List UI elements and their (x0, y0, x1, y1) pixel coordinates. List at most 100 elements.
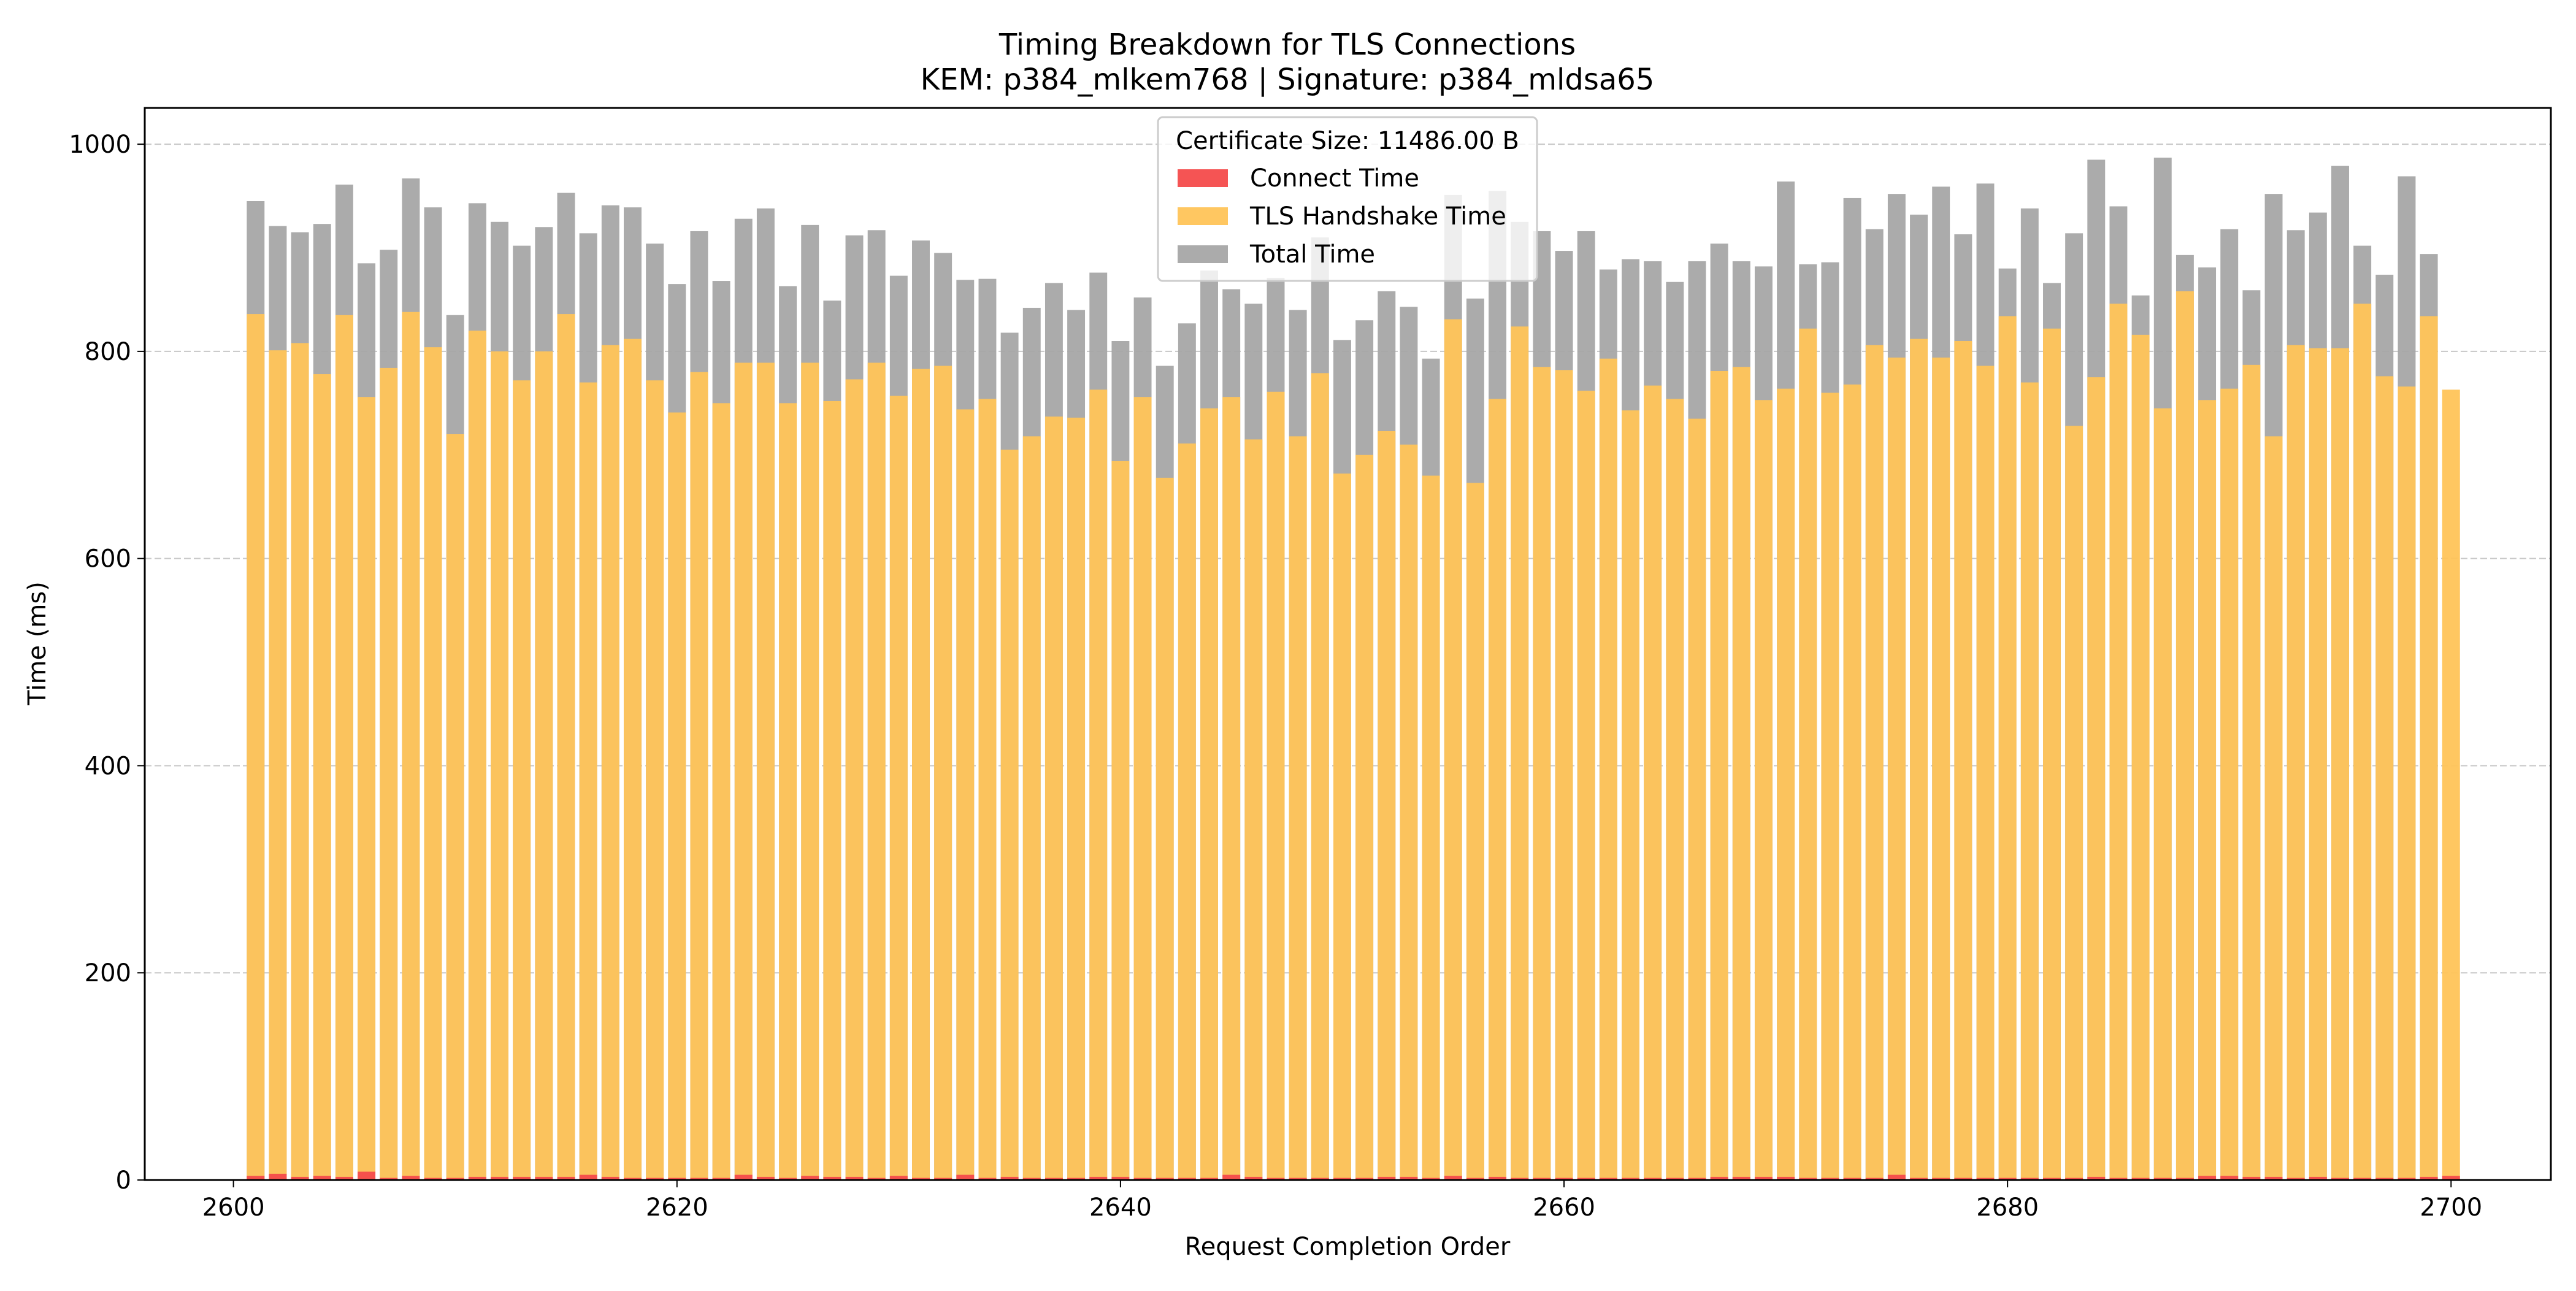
bar-tls-handshake-time (2153, 408, 2172, 1180)
bar-tls-handshake-time (335, 315, 353, 1180)
bar-connect-time (690, 1178, 708, 1180)
legend-label: TLS Handshake Time (1249, 202, 1506, 231)
bar-tls-handshake-time (1400, 444, 1418, 1180)
bar-tls-handshake-time (2131, 334, 2150, 1180)
bar-connect-time (1910, 1178, 1928, 1180)
bar-tls-handshake-time (1089, 389, 1108, 1180)
bar-connect-time (601, 1176, 619, 1180)
legend: Certificate Size: 11486.00 B Connect Tim… (1157, 116, 1538, 282)
bar-tls-handshake-time (1732, 367, 1750, 1181)
bar-connect-time (1710, 1176, 1728, 1180)
bar-tls-handshake-time (1244, 439, 1263, 1180)
bar-tls-handshake-time (1466, 483, 1484, 1180)
bar-connect-time (1998, 1178, 2017, 1180)
bar-tls-handshake-time (1267, 391, 1285, 1180)
bar-tls-handshake-time (867, 362, 886, 1180)
bar-connect-time (1111, 1176, 1130, 1180)
bar-tls-handshake-time (1156, 477, 1174, 1180)
y-tick-label: 800 (85, 338, 131, 366)
legend-label: Total Time (1249, 240, 1375, 269)
bar-connect-time (956, 1174, 975, 1180)
legend-title: Certificate Size: 11486.00 B (1176, 127, 1519, 155)
bar-tls-handshake-time (889, 396, 908, 1180)
bar-tls-handshake-time (1622, 410, 1639, 1181)
bar-tls-handshake-time (779, 403, 797, 1181)
bar-connect-time (1400, 1176, 1418, 1180)
bar-connect-time (623, 1178, 642, 1180)
x-tick-label: 2680 (1976, 1193, 2039, 1222)
bar-connect-time (1887, 1174, 1906, 1180)
bar-connect-time (1666, 1178, 1684, 1180)
bar-connect-time (2353, 1178, 2372, 1180)
bar-connect-time (535, 1176, 553, 1180)
bar-tls-handshake-time (2442, 389, 2460, 1180)
bar-tls-handshake-time (380, 367, 398, 1180)
bar-connect-time (291, 1176, 309, 1180)
bar-tls-handshake-time (1754, 400, 1773, 1181)
bar-tls-handshake-time (579, 382, 597, 1180)
bar-tls-handshake-time (1022, 436, 1041, 1180)
bar-tls-handshake-time (823, 400, 841, 1180)
bar-connect-time (579, 1174, 597, 1180)
bar-connect-time (1133, 1178, 1152, 1180)
bar-connect-time (1333, 1178, 1351, 1180)
bar-tls-handshake-time (978, 399, 997, 1180)
bar-connect-time (335, 1176, 353, 1180)
bar-tls-handshake-time (956, 409, 975, 1180)
bar-connect-time (2375, 1178, 2394, 1180)
bar-tls-handshake-time (1954, 341, 1972, 1180)
bar-tls-handshake-time (801, 362, 819, 1180)
bar-connect-time (889, 1176, 908, 1180)
bar-connect-time (646, 1178, 664, 1180)
bar-connect-time (1422, 1178, 1440, 1180)
legend-item-connect-time: Connect Time (1178, 164, 1419, 193)
bar-tls-handshake-time (1644, 385, 1662, 1180)
bar-connect-time (313, 1176, 331, 1180)
bar-connect-time (2442, 1176, 2460, 1180)
bar-tls-handshake-time (291, 343, 309, 1180)
bar-connect-time (468, 1176, 486, 1180)
bar-tls-handshake-time (446, 434, 464, 1180)
bar-connect-time (934, 1178, 953, 1180)
bar-connect-time (1622, 1178, 1639, 1180)
bar-tls-handshake-time (601, 345, 619, 1180)
bar-tls-handshake-time (1200, 408, 1218, 1180)
bar-tls-handshake-time (1289, 436, 1307, 1180)
bar-connect-time (1200, 1178, 1218, 1180)
bar-tls-handshake-time (491, 351, 508, 1180)
bar-connect-time (1444, 1176, 1462, 1180)
bar-connect-time (2087, 1176, 2106, 1180)
bar-connect-time (1777, 1176, 1795, 1180)
bar-connect-time (424, 1178, 442, 1180)
bar-tls-handshake-time (247, 314, 265, 1180)
series-tls-handshake-time (247, 291, 2460, 1181)
bar-tls-handshake-time (1489, 399, 1507, 1180)
bar-connect-time (823, 1176, 841, 1180)
x-tick-label: 2620 (646, 1193, 708, 1222)
bar-connect-time (1000, 1176, 1019, 1180)
bar-tls-handshake-time (1932, 358, 1950, 1180)
bar-connect-time (1067, 1178, 1086, 1180)
bar-connect-time (1267, 1178, 1285, 1180)
y-tick-label: 1000 (69, 131, 131, 159)
bar-connect-time (491, 1176, 508, 1180)
bar-connect-time (2398, 1178, 2416, 1180)
bar-tls-handshake-time (1111, 461, 1130, 1180)
bar-connect-time (446, 1178, 464, 1180)
bar-tls-handshake-time (1133, 397, 1152, 1181)
bar-connect-time (513, 1176, 531, 1180)
bar-connect-time (1754, 1176, 1773, 1180)
bar-connect-time (1577, 1178, 1595, 1180)
bar-tls-handshake-time (2109, 304, 2128, 1181)
bar-connect-time (2020, 1178, 2039, 1180)
bar-tls-handshake-time (1045, 416, 1063, 1181)
bar-connect-time (1466, 1178, 1484, 1180)
bar-connect-time (2242, 1176, 2261, 1180)
bar-tls-handshake-time (1998, 316, 2017, 1180)
bar-connect-time (1489, 1176, 1507, 1180)
bar-tls-handshake-time (2375, 376, 2394, 1180)
bar-connect-time (734, 1174, 753, 1180)
bar-tls-handshake-time (734, 362, 753, 1180)
bar-connect-time (1821, 1178, 1839, 1180)
bar-tls-handshake-time (934, 366, 953, 1180)
